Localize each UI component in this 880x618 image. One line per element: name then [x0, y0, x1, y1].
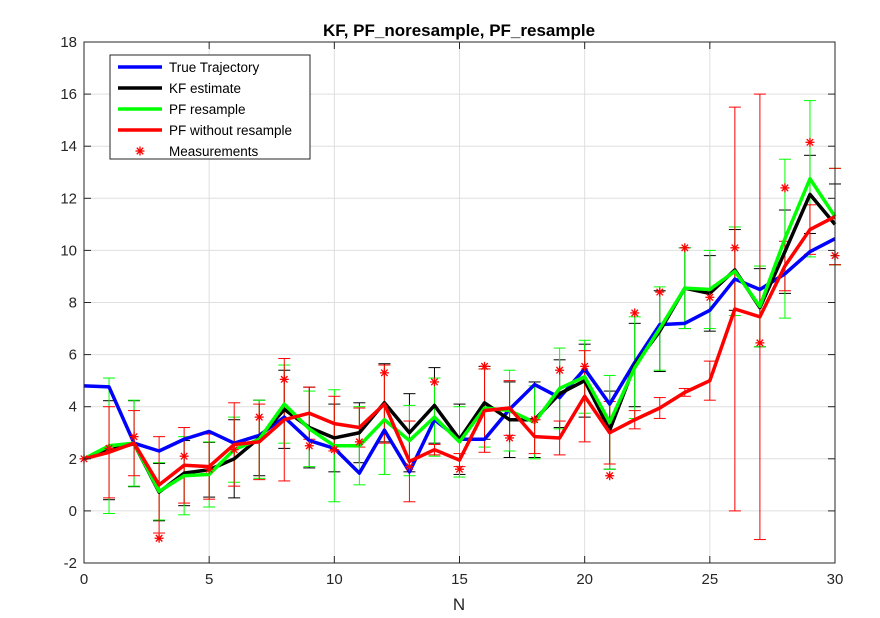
- measurement-point: [404, 462, 414, 472]
- measurement-point: [505, 433, 515, 443]
- measurement-point: [580, 361, 590, 371]
- measurement-point: [329, 445, 339, 455]
- measurement-point: [304, 441, 314, 451]
- marker-stroke: [681, 244, 689, 252]
- y-tick-label: 16: [60, 86, 77, 103]
- marker-stroke: [205, 465, 213, 473]
- marker-stroke: [731, 244, 739, 252]
- marker-stroke: [530, 416, 539, 424]
- marker-stroke: [355, 438, 364, 446]
- y-tick-label: -2: [64, 555, 77, 572]
- marker-stroke: [631, 309, 639, 317]
- marker-stroke: [606, 472, 614, 480]
- marker-stroke: [580, 362, 589, 371]
- marker-stroke: [380, 369, 389, 377]
- measurement-point: [354, 437, 364, 447]
- measurement-point: [705, 292, 715, 302]
- legend: True Trajectory KF estimate PF resample PF …: [109, 54, 311, 160]
- marker-stroke: [756, 339, 764, 347]
- measurement-point: [279, 374, 289, 384]
- y-tick-label: 10: [60, 242, 77, 259]
- measurement-point: [429, 377, 439, 387]
- y-tick-label: 14: [60, 138, 77, 155]
- legend-box: [109, 54, 311, 160]
- legend-label-pf-without-resample: PF without resample: [169, 123, 292, 138]
- legend-label-measurements: Measurements: [169, 144, 259, 159]
- marker-stroke: [430, 378, 439, 386]
- measurement-point: [780, 183, 790, 193]
- measurement-point: [730, 243, 740, 253]
- measurement-point: [204, 464, 214, 474]
- x-tick-label: 10: [326, 571, 343, 588]
- pf-resample-line: [83, 177, 837, 494]
- marker-stroke: [280, 375, 288, 384]
- marker-stroke: [656, 288, 664, 296]
- marker-stroke: [781, 184, 789, 192]
- x-tick-label: 15: [451, 571, 468, 588]
- y-tick-label: 18: [60, 34, 77, 51]
- marker-stroke: [130, 432, 138, 441]
- measurement-point: [179, 451, 189, 461]
- measurement-point: [555, 365, 565, 375]
- measurement-point: [530, 415, 540, 425]
- marker-stroke: [105, 444, 113, 453]
- chart-title: KF, PF_noresample, PF_resample: [323, 21, 595, 40]
- legend-label-pf-resample: PF resample: [169, 102, 246, 117]
- x-tick-label: 5: [205, 571, 213, 588]
- measurement-point: [254, 412, 264, 422]
- x-tick-label: 0: [80, 571, 88, 588]
- measurement-point: [480, 361, 490, 371]
- marker-stroke: [230, 445, 238, 454]
- marker-stroke: [405, 462, 414, 471]
- y-tick-label: 12: [60, 190, 77, 207]
- x-tick-label: 30: [827, 571, 844, 588]
- y-tick-label: 4: [69, 399, 77, 416]
- y-tick-label: 8: [69, 295, 77, 312]
- marker-stroke: [255, 413, 263, 421]
- measurement-point: [154, 533, 164, 543]
- measurement-point: [680, 243, 690, 253]
- x-tick-label: 20: [576, 571, 593, 588]
- y-tick-label: 0: [69, 503, 77, 520]
- marker-stroke: [555, 366, 564, 374]
- marker-stroke: [305, 442, 313, 450]
- measurement-point: [630, 308, 640, 318]
- measurement-point: [129, 432, 139, 442]
- measurement-point: [229, 445, 239, 455]
- y-tick-label: 6: [69, 347, 77, 364]
- marker-stroke: [706, 293, 714, 301]
- legend-label-kf-estimate: KF estimate: [169, 81, 241, 96]
- measurement-point: [755, 338, 765, 348]
- x-tick-label: 25: [701, 571, 718, 588]
- measurement-point: [655, 287, 665, 297]
- measurement-point: [605, 471, 615, 481]
- x-axis-label: N: [453, 595, 465, 614]
- marker-stroke: [480, 362, 489, 371]
- marker-stroke: [330, 445, 339, 454]
- marker-stroke: [505, 434, 514, 442]
- measurement-point: [455, 464, 464, 474]
- y-tick-label: 2: [69, 451, 77, 468]
- legend-label-true-trajectory: True Trajectory: [169, 60, 260, 75]
- marker-stroke: [180, 452, 188, 460]
- measurement-markers: [79, 137, 840, 543]
- legend-swatch-measurements: [135, 146, 145, 156]
- measurement-point: [379, 368, 389, 378]
- marker-stroke: [806, 138, 814, 146]
- marker-stroke: [155, 534, 163, 542]
- measurement-point: [805, 137, 815, 147]
- marker-stroke: [136, 147, 144, 155]
- measurement-point: [104, 443, 114, 453]
- legend-items: True Trajectory KF estimate PF resample PF …: [118, 60, 292, 159]
- marker-stroke: [455, 465, 464, 473]
